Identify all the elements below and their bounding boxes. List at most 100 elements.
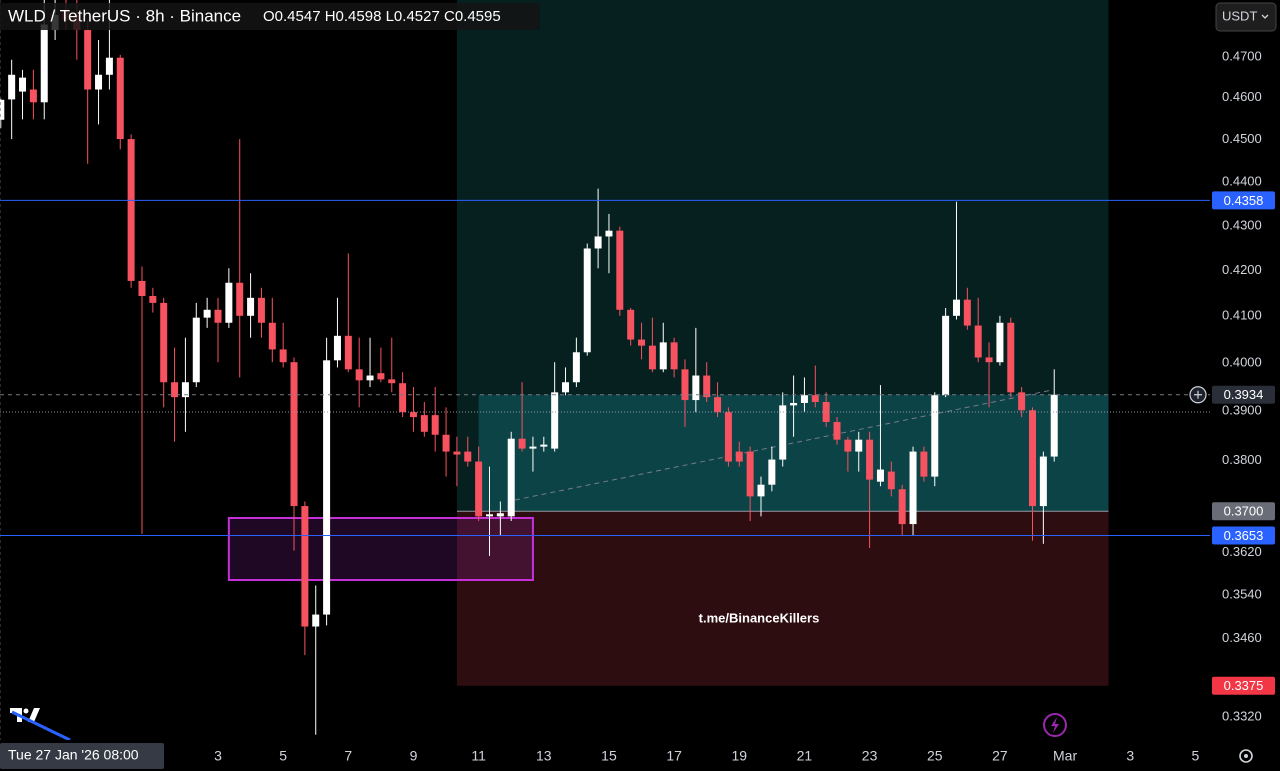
x-tick-label: 21 bbox=[797, 748, 813, 764]
candle-body bbox=[1018, 392, 1026, 411]
currency-button[interactable] bbox=[1215, 2, 1277, 32]
candle-body bbox=[323, 360, 331, 615]
candle-body bbox=[779, 405, 787, 460]
candle-body bbox=[562, 382, 570, 393]
candle-body bbox=[692, 375, 700, 401]
candle-body bbox=[355, 369, 363, 381]
candle-body bbox=[1050, 394, 1058, 457]
candle-body bbox=[909, 451, 917, 525]
candle-body bbox=[985, 357, 993, 363]
y-tick-label: 0.3800 bbox=[1222, 452, 1262, 467]
watermark: t.me/BinanceKillers bbox=[699, 610, 820, 625]
candle-body bbox=[409, 412, 417, 418]
candle-body bbox=[670, 342, 678, 370]
candle-body bbox=[453, 451, 461, 455]
tradingview-logo bbox=[10, 708, 71, 742]
candle-body bbox=[192, 317, 200, 383]
x-axis: 3 5 7 9 11 13 15 17 19 21 23 25 27 Mar 3 5 bbox=[214, 748, 1199, 764]
y-tick-label: 0.3460 bbox=[1222, 630, 1262, 645]
candle-body bbox=[681, 369, 689, 401]
candle-body bbox=[475, 461, 483, 517]
candle-body bbox=[572, 352, 580, 383]
candle-body bbox=[225, 282, 233, 323]
candle-body bbox=[724, 412, 732, 462]
crosshair-time: Tue 27 Jan '26 08:00 bbox=[8, 747, 139, 763]
currency-label[interactable]: USDT bbox=[1222, 8, 1257, 23]
symbol-title: WLD / TetherUS · 8h · Binance bbox=[8, 6, 241, 25]
x-tick-label: 5 bbox=[1192, 748, 1200, 764]
candle-body bbox=[0, 99, 5, 120]
candle-body bbox=[616, 230, 624, 310]
stop-zone bbox=[456, 511, 1109, 686]
candle-body bbox=[952, 299, 960, 316]
candle-body bbox=[844, 439, 852, 452]
x-tick-label: 11 bbox=[471, 748, 486, 764]
candle-body bbox=[627, 309, 635, 340]
price-tag-label: 0.3700 bbox=[1224, 504, 1264, 519]
candle-body bbox=[638, 339, 646, 346]
candle-body bbox=[181, 382, 189, 398]
add-alert-button[interactable] bbox=[1189, 386, 1207, 404]
price-axis: 0.4700 0.4600 0.4500 0.4400 0.4300 0.4200 0.41… bbox=[1189, 48, 1275, 723]
price-tag-label: 0.4358 bbox=[1224, 193, 1264, 208]
candle-body bbox=[963, 299, 971, 326]
candle-body bbox=[19, 77, 27, 92]
candle-body bbox=[811, 395, 819, 403]
candle-body bbox=[735, 451, 743, 462]
candle-body bbox=[942, 315, 950, 396]
price-tag bbox=[1212, 526, 1275, 545]
x-tick-label: 19 bbox=[731, 748, 747, 764]
x-tick-label: 15 bbox=[601, 748, 617, 764]
candle-body bbox=[333, 335, 341, 361]
candle-body bbox=[95, 74, 103, 90]
candle-body bbox=[290, 362, 298, 507]
candle-body bbox=[974, 325, 982, 358]
x-tick-label: 25 bbox=[927, 748, 943, 764]
y-tick-label: 0.4100 bbox=[1222, 308, 1262, 323]
candle-body bbox=[551, 392, 559, 449]
candle-body bbox=[757, 484, 765, 497]
y-tick-label: 0.3900 bbox=[1222, 403, 1262, 418]
candle-body bbox=[486, 514, 493, 517]
candles bbox=[0, 0, 1058, 735]
candle-body bbox=[1029, 410, 1036, 507]
settings-icon[interactable] bbox=[1239, 749, 1253, 763]
plus-sign bbox=[1194, 390, 1202, 399]
y-tick-label: 0.3320 bbox=[1222, 708, 1262, 723]
candle-body bbox=[518, 438, 526, 449]
x-tick-label: 7 bbox=[344, 748, 352, 764]
candle-body bbox=[388, 379, 396, 384]
candle-body bbox=[714, 397, 722, 413]
candle-body bbox=[464, 451, 472, 462]
candle-body bbox=[833, 421, 841, 440]
x-tick-label: 23 bbox=[862, 748, 878, 764]
candle-body bbox=[790, 402, 798, 406]
candle-body bbox=[236, 282, 244, 316]
candle-body bbox=[127, 139, 135, 281]
candle-body bbox=[279, 349, 287, 363]
candle-body bbox=[138, 280, 146, 296]
candle-body bbox=[40, 24, 48, 103]
candle-body bbox=[529, 446, 537, 449]
candle-body bbox=[257, 297, 265, 323]
candle-body bbox=[540, 444, 548, 447]
candle-body bbox=[594, 236, 602, 249]
candle-body bbox=[768, 459, 776, 485]
candle-body bbox=[605, 230, 613, 237]
x-tick-label: 3 bbox=[1126, 748, 1134, 764]
y-tick-label: 0.3540 bbox=[1222, 587, 1262, 602]
candle-body bbox=[996, 322, 1004, 363]
alert-icon[interactable] bbox=[1043, 713, 1067, 737]
candle-body bbox=[399, 383, 407, 413]
candle-body bbox=[1007, 322, 1015, 393]
candle-body bbox=[442, 434, 450, 452]
candle-body bbox=[312, 614, 320, 627]
demand-box bbox=[227, 517, 534, 581]
candle-body bbox=[8, 74, 16, 100]
x-tick-label: 9 bbox=[410, 748, 418, 764]
candle-body bbox=[800, 395, 808, 403]
x-tick-label: 13 bbox=[536, 748, 552, 764]
y-tick-label: 0.4700 bbox=[1222, 48, 1262, 63]
candle-body bbox=[84, 30, 92, 90]
